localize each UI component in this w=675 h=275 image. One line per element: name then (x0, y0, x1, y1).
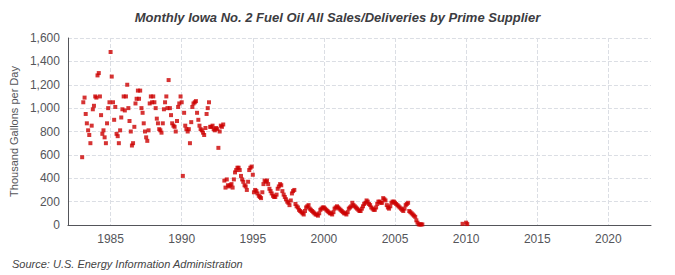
svg-text:Monthly Iowa No. 2 Fuel Oil Al: Monthly Iowa No. 2 Fuel Oil All Sales/De… (135, 10, 541, 25)
svg-text:2010: 2010 (453, 232, 480, 246)
svg-text:2015: 2015 (524, 232, 551, 246)
svg-text:1,400: 1,400 (30, 54, 60, 68)
svg-text:600: 600 (40, 148, 60, 162)
svg-text:1,000: 1,000 (30, 101, 60, 115)
svg-text:Source: U.S. Energy Informatio: Source: U.S. Energy Information Administ… (12, 258, 243, 270)
svg-text:400: 400 (40, 171, 60, 185)
svg-text:Thousand Gallons per Day: Thousand Gallons per Day (8, 66, 20, 197)
svg-text:0: 0 (53, 218, 60, 232)
svg-text:1,200: 1,200 (30, 78, 60, 92)
svg-text:800: 800 (40, 125, 60, 139)
svg-text:200: 200 (40, 195, 60, 209)
svg-text:1990: 1990 (168, 232, 195, 246)
svg-text:1985: 1985 (97, 232, 124, 246)
svg-text:2000: 2000 (311, 232, 338, 246)
svg-text:2020: 2020 (595, 232, 622, 246)
svg-text:1,600: 1,600 (30, 31, 60, 45)
svg-text:1995: 1995 (239, 232, 266, 246)
svg-text:2005: 2005 (382, 232, 409, 246)
